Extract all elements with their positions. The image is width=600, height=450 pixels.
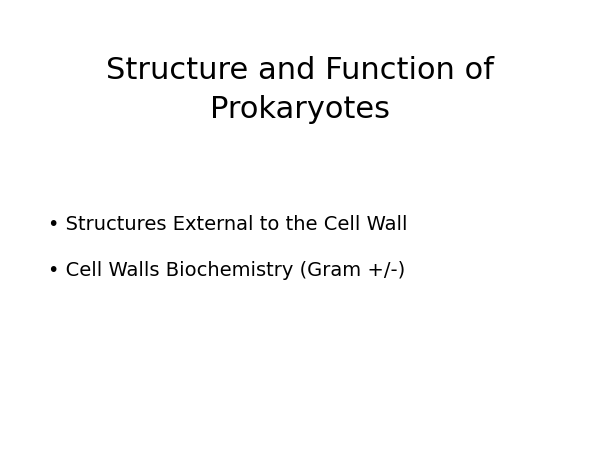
Text: Structure and Function of
Prokaryotes: Structure and Function of Prokaryotes (106, 56, 494, 124)
Text: • Structures External to the Cell Wall: • Structures External to the Cell Wall (48, 216, 407, 234)
Text: • Cell Walls Biochemistry (Gram +/-): • Cell Walls Biochemistry (Gram +/-) (48, 261, 405, 279)
